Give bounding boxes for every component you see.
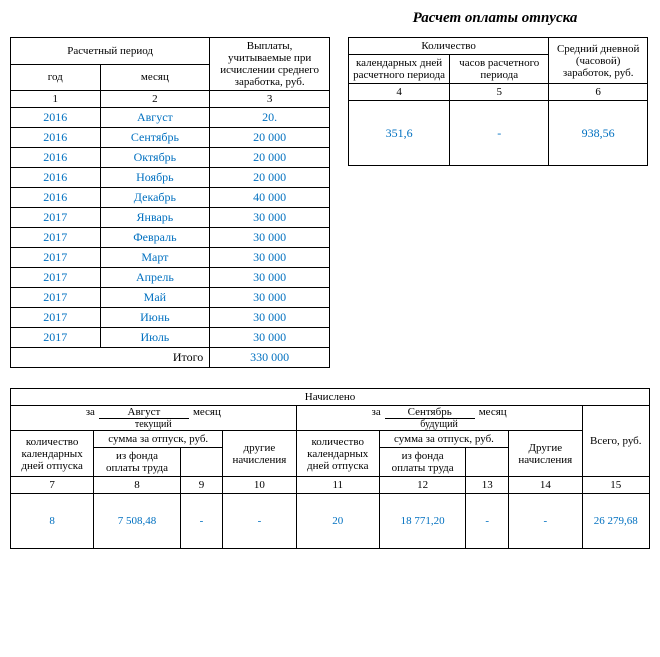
table-cell: Июнь — [100, 308, 210, 328]
colnum: 7 — [11, 477, 94, 494]
colnum: 8 — [94, 477, 181, 494]
table-cell: Апрель — [100, 268, 210, 288]
table-cell: 30 000 — [210, 228, 330, 248]
table-cell: 30 000 — [210, 288, 330, 308]
za-label: за — [371, 406, 380, 418]
hdr-fund2: из фонда оплаты труда — [379, 448, 466, 477]
table-cell: 30 000 — [210, 328, 330, 348]
colnum: 9 — [180, 477, 222, 494]
colnum: 14 — [509, 477, 582, 494]
table-cell: 30 000 — [210, 308, 330, 328]
val: 20 — [296, 494, 379, 549]
hdr-fund: из фонда оплаты труда — [94, 448, 181, 477]
table-cell: 30 000 — [210, 208, 330, 228]
hdr-period: Расчетный период — [11, 38, 210, 65]
colnum: 6 — [549, 84, 648, 101]
table-cell: 2016 — [11, 128, 101, 148]
table-cell: Март — [100, 248, 210, 268]
colnum: 15 — [582, 477, 649, 494]
itogo-val: 330 000 — [210, 348, 330, 368]
val-hours: - — [450, 101, 549, 166]
table-cell: Август — [100, 108, 210, 128]
hdr-other: другие начисления — [223, 431, 296, 477]
table-cell: 2016 — [11, 168, 101, 188]
colnum: 11 — [296, 477, 379, 494]
hdr-days2: количество календарных дней отпуска — [296, 431, 379, 477]
colnum: 1 — [11, 91, 101, 108]
val: 18 771,20 — [379, 494, 466, 549]
val: - — [223, 494, 296, 549]
val: - — [180, 494, 222, 549]
colnum: 13 — [466, 477, 509, 494]
hdr-blank — [180, 448, 222, 477]
val-avg: 938,56 — [549, 101, 648, 166]
hdr-avg: Средний дневной (часовой) заработок, руб… — [549, 38, 648, 84]
hdr-month: месяц — [100, 64, 210, 91]
mes-label: месяц — [479, 406, 507, 418]
hdr-sum2: сумма за отпуск, руб. — [379, 431, 508, 448]
month1: Август — [99, 406, 189, 419]
colnum: 2 — [100, 91, 210, 108]
table-cell: 2016 — [11, 108, 101, 128]
table-cell: Май — [100, 288, 210, 308]
table-cell: Сентябрь — [100, 128, 210, 148]
hdr-blank2 — [466, 448, 509, 477]
hdr-accrued: Начислено — [11, 389, 650, 406]
hdr-payments: Выплаты, учитываемые при исчислении сред… — [210, 38, 330, 91]
table-cell: 20 000 — [210, 148, 330, 168]
table-cell: 20. — [210, 108, 330, 128]
month1-sub: текущий — [11, 419, 296, 430]
table-cell: 40 000 — [210, 188, 330, 208]
table-cell: Декабрь — [100, 188, 210, 208]
table-cell: 2017 — [11, 268, 101, 288]
hdr-days: количество календарных дней отпуска — [11, 431, 94, 477]
colnum: 10 — [223, 477, 296, 494]
itogo-label: Итого — [11, 348, 210, 368]
table-cell: Январь — [100, 208, 210, 228]
table-cell: Октябрь — [100, 148, 210, 168]
table-cell: 2017 — [11, 228, 101, 248]
table-cell: Февраль — [100, 228, 210, 248]
accrual-table: Начислено за Август месяц текущий за Сен… — [10, 388, 650, 549]
table-cell: 20 000 — [210, 168, 330, 188]
za-label: за — [86, 406, 95, 418]
qty-table: Количество Средний дневной (часовой) зар… — [348, 37, 648, 166]
table-cell: 30 000 — [210, 248, 330, 268]
table-cell: 20 000 — [210, 128, 330, 148]
table-cell: 30 000 — [210, 268, 330, 288]
hdr-sum: сумма за отпуск, руб. — [94, 431, 223, 448]
month2: Сентябрь — [385, 406, 475, 419]
mes-label: месяц — [193, 406, 221, 418]
colnum: 12 — [379, 477, 466, 494]
period-table: Расчетный период Выплаты, учитываемые пр… — [10, 37, 330, 368]
hdr-hours: часов расчетного периода — [450, 55, 549, 84]
colnum: 4 — [349, 84, 450, 101]
table-cell: 2016 — [11, 188, 101, 208]
month2-sub: будущий — [297, 419, 582, 430]
val: - — [509, 494, 582, 549]
val: 26 279,68 — [582, 494, 649, 549]
page-title: Расчет оплаты отпуска — [340, 10, 650, 27]
val: 8 — [11, 494, 94, 549]
hdr-qty: Количество — [349, 38, 549, 55]
hdr-caldays: календарных дней расчетного периода — [349, 55, 450, 84]
table-cell: 2017 — [11, 308, 101, 328]
hdr-total: Всего, руб. — [582, 406, 649, 477]
hdr-year: год — [11, 64, 101, 91]
val-caldays: 351,6 — [349, 101, 450, 166]
val: - — [466, 494, 509, 549]
table-cell: 2017 — [11, 248, 101, 268]
colnum: 3 — [210, 91, 330, 108]
table-cell: 2017 — [11, 208, 101, 228]
hdr-other2: Другие начисления — [509, 431, 582, 477]
table-cell: 2017 — [11, 288, 101, 308]
colnum: 5 — [450, 84, 549, 101]
table-cell: 2017 — [11, 328, 101, 348]
val: 7 508,48 — [94, 494, 181, 549]
table-cell: Июль — [100, 328, 210, 348]
table-cell: 2016 — [11, 148, 101, 168]
table-cell: Ноябрь — [100, 168, 210, 188]
